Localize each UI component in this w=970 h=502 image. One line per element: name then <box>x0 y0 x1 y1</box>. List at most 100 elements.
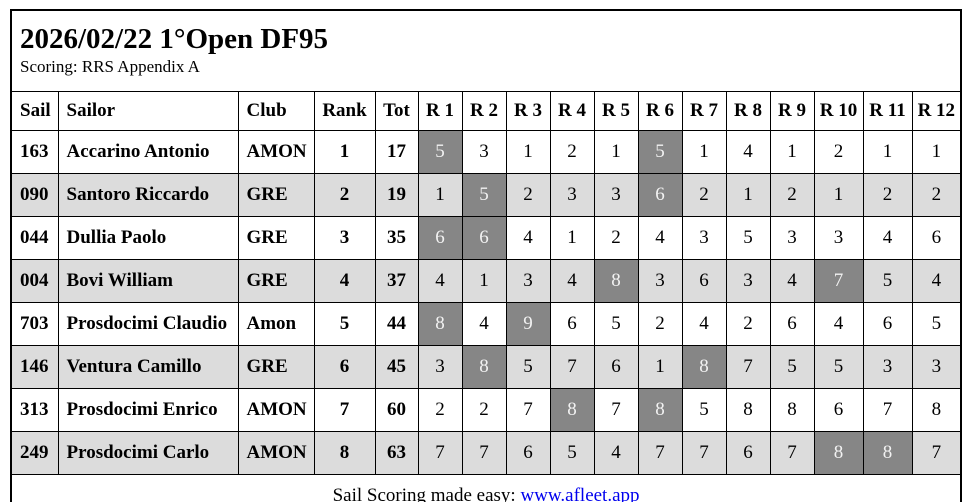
score-cell: 4 <box>417 259 463 303</box>
score-cell: 6 <box>911 216 962 260</box>
score-cell: 2 <box>461 388 507 432</box>
cell-club: AMON <box>237 130 315 174</box>
score-cell-discarded: 8 <box>681 345 727 389</box>
cell-sailor: Prosdocimi Carlo <box>57 431 239 475</box>
cell-tot: 17 <box>374 130 419 174</box>
cell-tot: 45 <box>374 345 419 389</box>
score-cell: 8 <box>769 388 815 432</box>
cell-rank: 4 <box>313 259 376 303</box>
score-cell: 6 <box>725 431 771 475</box>
column-header-tot: Tot <box>374 91 419 131</box>
score-cell-discarded: 8 <box>862 431 913 475</box>
cell-club: AMON <box>237 431 315 475</box>
cell-sailor: Dullia Paolo <box>57 216 239 260</box>
column-header-r-10: R 10 <box>813 91 864 131</box>
score-cell: 2 <box>417 388 463 432</box>
score-cell: 8 <box>725 388 771 432</box>
score-cell-discarded: 8 <box>461 345 507 389</box>
column-header-r-1: R 1 <box>417 91 463 131</box>
score-cell: 2 <box>593 216 639 260</box>
score-cell: 4 <box>505 216 551 260</box>
score-cell: 1 <box>549 216 595 260</box>
score-cell: 4 <box>769 259 815 303</box>
cell-rank: 5 <box>313 302 376 346</box>
score-cell: 1 <box>637 345 683 389</box>
footer-row: Sail Scoring made easy: www.afleet.app <box>10 474 962 502</box>
score-cell: 4 <box>637 216 683 260</box>
cell-rank: 1 <box>313 130 376 174</box>
column-header-r-9: R 9 <box>769 91 815 131</box>
score-cell: 3 <box>637 259 683 303</box>
score-cell: 3 <box>911 345 962 389</box>
score-cell-discarded: 6 <box>417 216 463 260</box>
column-header-r-3: R 3 <box>505 91 551 131</box>
score-cell-discarded: 9 <box>505 302 551 346</box>
score-cell: 2 <box>862 173 913 217</box>
cell-rank: 8 <box>313 431 376 475</box>
cell-club: GRE <box>237 259 315 303</box>
table-row: 313 Prosdocimi Enrico AMON 7 60 2 2 7 8 7 8 5 8 8 6 7 8 <box>10 388 962 432</box>
cell-sail: 004 <box>10 259 59 303</box>
score-cell: 1 <box>725 173 771 217</box>
title-row: 2026/02/22 1°Open DF95 Scoring: RRS Appe… <box>10 9 962 92</box>
score-cell: 2 <box>549 130 595 174</box>
cell-tot: 60 <box>374 388 419 432</box>
score-cell: 7 <box>593 388 639 432</box>
score-cell: 3 <box>417 345 463 389</box>
page-title: 2026/02/22 1°Open DF95 <box>20 23 329 56</box>
score-cell-discarded: 5 <box>417 130 463 174</box>
score-cell-discarded: 8 <box>813 431 864 475</box>
score-cell: 5 <box>813 345 864 389</box>
column-header-r-4: R 4 <box>549 91 595 131</box>
column-header-rank: Rank <box>313 91 376 131</box>
score-cell: 7 <box>681 431 727 475</box>
score-cell-discarded: 8 <box>549 388 595 432</box>
afleet-link[interactable]: www.afleet.app <box>520 484 640 502</box>
cell-sailor: Prosdocimi Enrico <box>57 388 239 432</box>
score-cell: 4 <box>461 302 507 346</box>
cell-sail: 313 <box>10 388 59 432</box>
score-cell: 3 <box>461 130 507 174</box>
cell-sailor: Prosdocimi Claudio <box>57 302 239 346</box>
column-header-r-12: R 12 <box>911 91 962 131</box>
score-cell: 5 <box>911 302 962 346</box>
cell-club: GRE <box>237 345 315 389</box>
score-cell: 1 <box>862 130 913 174</box>
score-cell: 5 <box>505 345 551 389</box>
table-row: 004 Bovi William GRE 4 37 4 1 3 4 8 3 6 3 4 7 5 4 <box>10 259 962 303</box>
results-table-body: 2026/02/22 1°Open DF95 Scoring: RRS Appe… <box>10 9 962 502</box>
score-cell: 3 <box>769 216 815 260</box>
score-cell: 7 <box>505 388 551 432</box>
table-row: 163 Accarino Antonio AMON 1 17 5 3 1 2 1 5 1 4 1 2 1 1 <box>10 130 962 174</box>
score-cell: 6 <box>862 302 913 346</box>
cell-rank: 6 <box>313 345 376 389</box>
score-cell-discarded: 8 <box>637 388 683 432</box>
results-page: 2026/02/22 1°Open DF95 Scoring: RRS Appe… <box>10 9 963 502</box>
score-cell: 5 <box>593 302 639 346</box>
score-cell: 1 <box>911 130 962 174</box>
cell-sailor: Bovi William <box>57 259 239 303</box>
cell-sail: 249 <box>10 431 59 475</box>
table-row: 044 Dullia Paolo GRE 3 35 6 6 4 1 2 4 3 5 3 3 4 6 <box>10 216 962 260</box>
score-cell-discarded: 8 <box>593 259 639 303</box>
cell-sailor: Accarino Antonio <box>57 130 239 174</box>
score-cell: 3 <box>681 216 727 260</box>
score-cell: 2 <box>725 302 771 346</box>
score-cell: 4 <box>911 259 962 303</box>
column-header-sail: Sail <box>10 91 59 131</box>
column-header-sailor: Sailor <box>57 91 239 131</box>
score-cell-discarded: 8 <box>417 302 463 346</box>
cell-tot: 37 <box>374 259 419 303</box>
table-row: 703 Prosdocimi Claudio Amon 5 44 8 4 9 6 5 2 4 2 6 4 6 5 <box>10 302 962 346</box>
cell-tot: 44 <box>374 302 419 346</box>
column-header-r-5: R 5 <box>593 91 639 131</box>
column-header-r-2: R 2 <box>461 91 507 131</box>
score-cell: 7 <box>862 388 913 432</box>
score-cell: 2 <box>637 302 683 346</box>
cell-sail: 090 <box>10 173 59 217</box>
score-cell: 7 <box>417 431 463 475</box>
score-cell: 3 <box>549 173 595 217</box>
cell-club: AMON <box>237 388 315 432</box>
cell-tot: 63 <box>374 431 419 475</box>
score-cell: 2 <box>769 173 815 217</box>
